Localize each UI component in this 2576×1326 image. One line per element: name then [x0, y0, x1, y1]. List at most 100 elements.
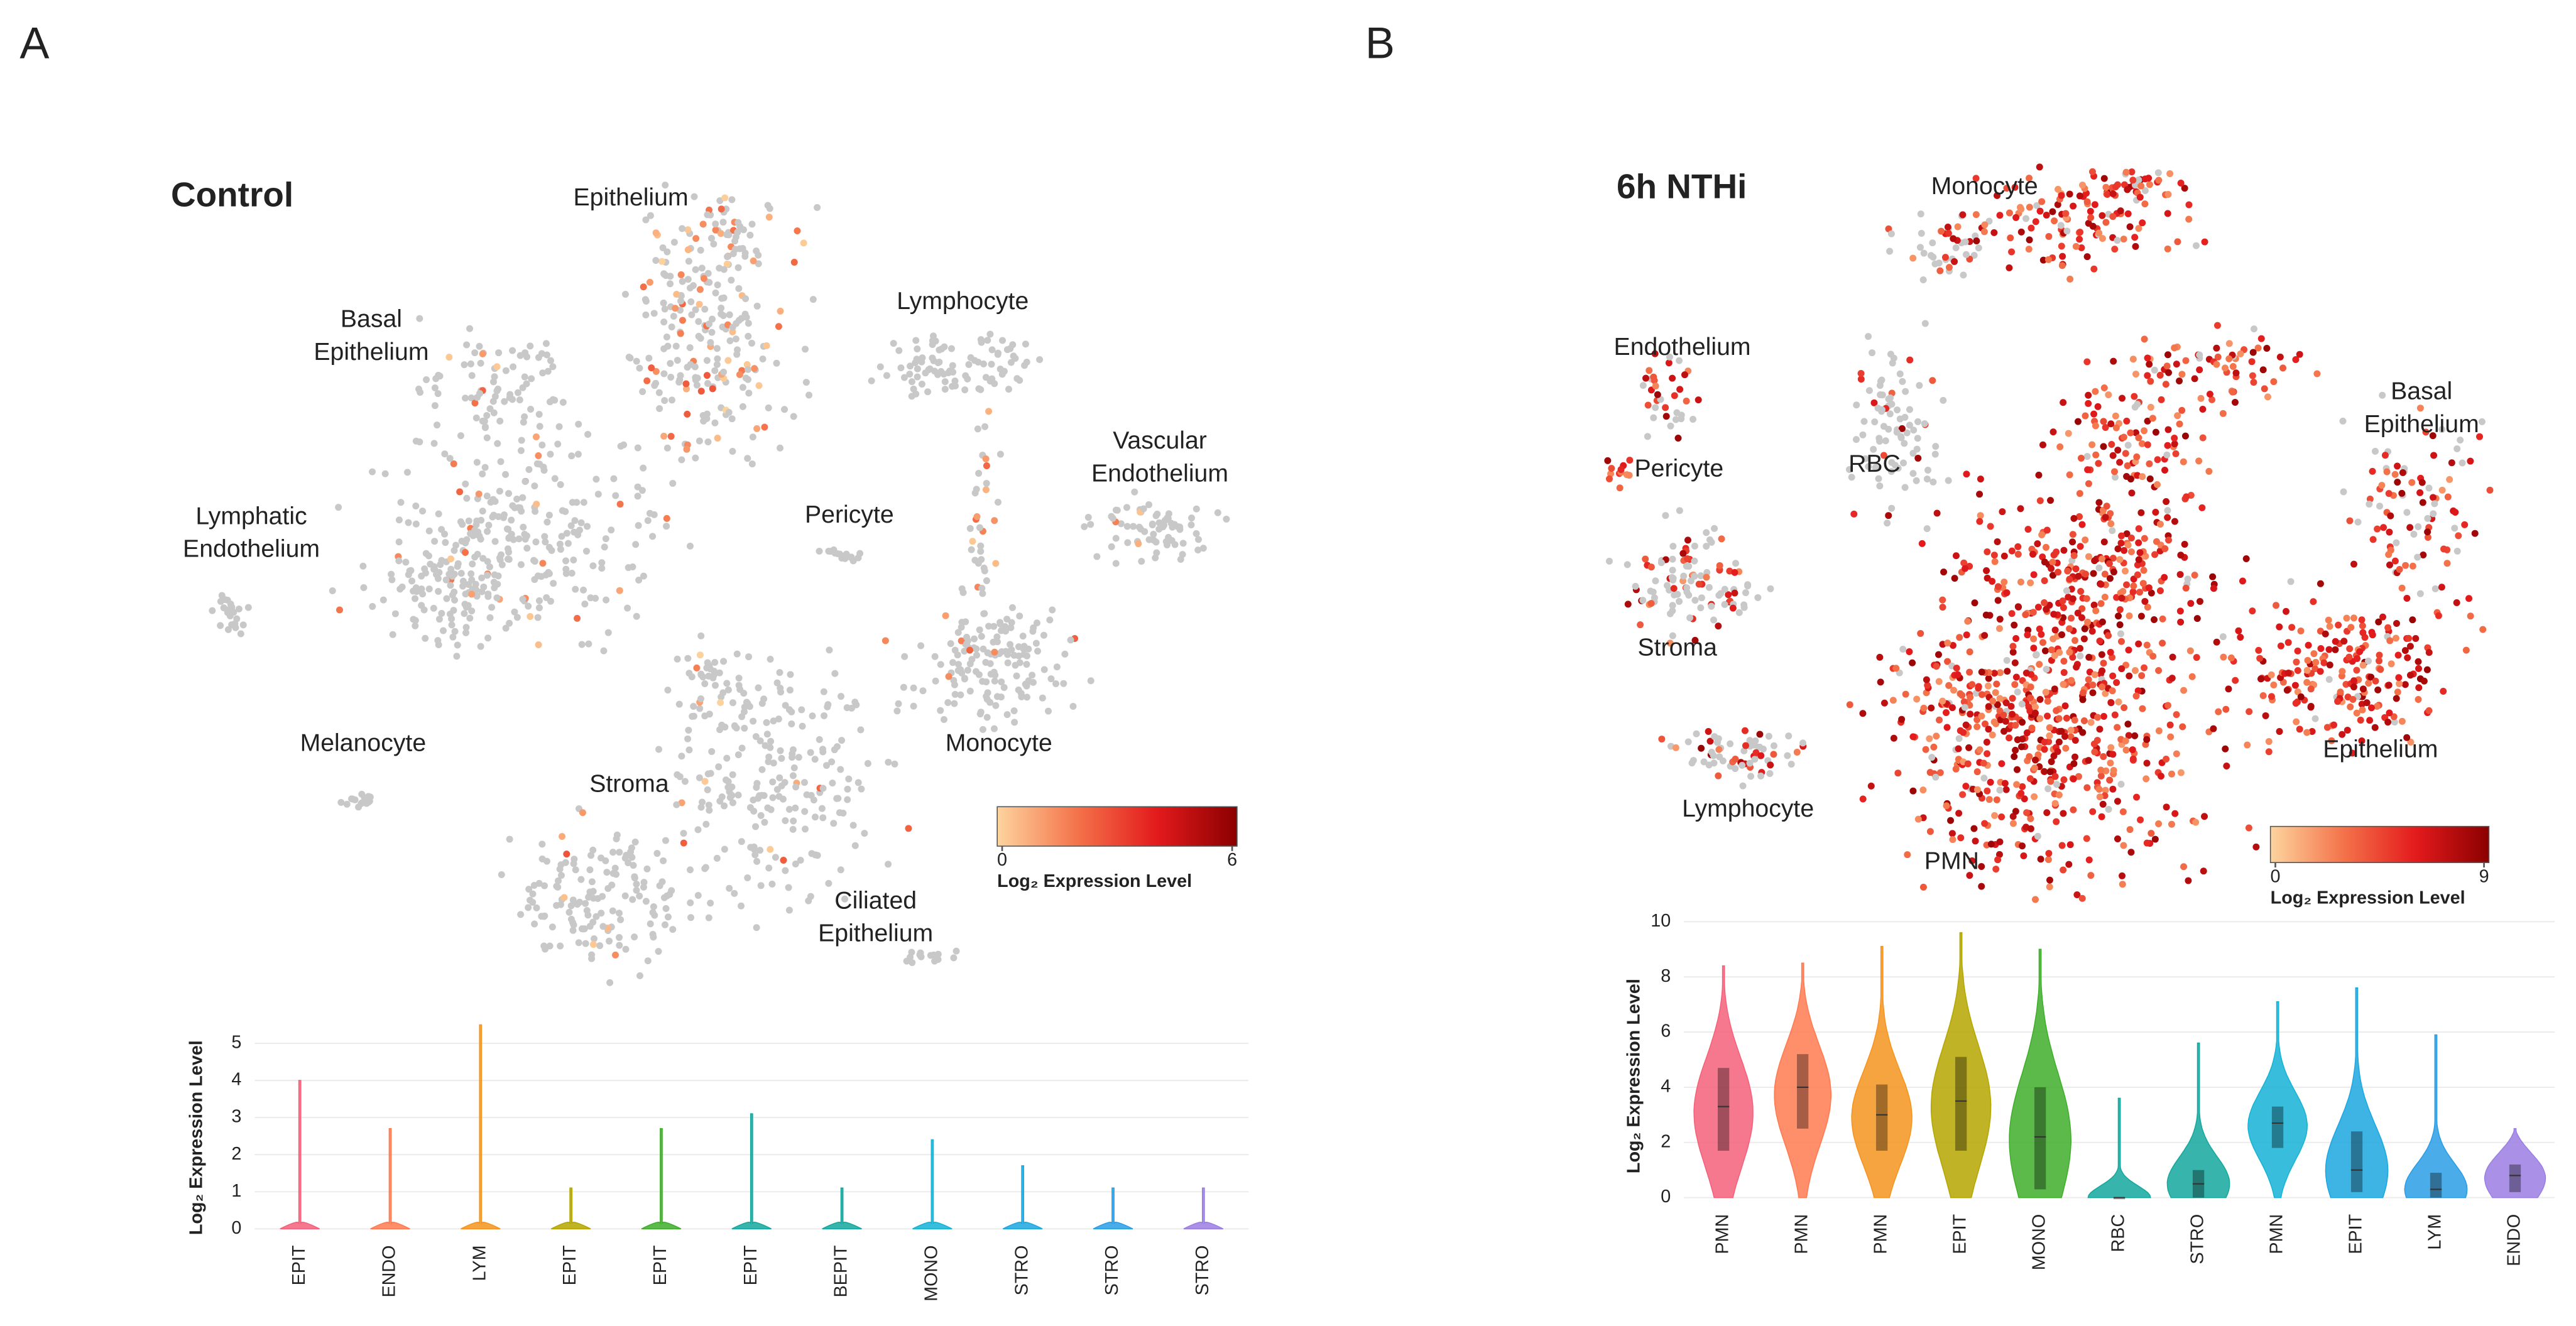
cell-point [1784, 752, 1791, 759]
cell-point [1996, 212, 2004, 219]
cell-point [684, 246, 692, 254]
cell-point [467, 570, 475, 578]
cell-point [1962, 238, 1969, 246]
cell-point [1909, 470, 1917, 477]
cell-point [2041, 599, 2048, 607]
cluster-label: Pericyte [1634, 455, 1723, 482]
cell-point [557, 546, 564, 553]
cell-point [707, 339, 714, 346]
cell-point [1131, 488, 1138, 496]
cell-point [2180, 863, 2188, 871]
cell-point [790, 413, 797, 420]
cell-point [2011, 681, 2019, 688]
cell-point [1654, 391, 1661, 398]
cell-point [650, 310, 658, 317]
cell-point [2303, 666, 2311, 674]
cell-point [2340, 638, 2348, 645]
cell-point [1647, 587, 1654, 595]
cell-point [640, 572, 647, 580]
cell-point [2043, 665, 2050, 673]
cell-point [2120, 704, 2128, 712]
cell-point [337, 799, 345, 806]
cell-point [2097, 772, 2105, 780]
cell-point [2409, 562, 2416, 570]
cell-point [1754, 594, 1762, 601]
cell-point [673, 801, 680, 808]
cell-point [2219, 633, 2227, 641]
cell-point [1715, 622, 1722, 630]
cell-point [2350, 614, 2357, 622]
cell-point [434, 390, 442, 398]
cell-point [2146, 181, 2153, 188]
cell-point [696, 300, 703, 308]
cell-point [704, 438, 712, 446]
cell-point [531, 920, 538, 928]
x-tick-label: PMN [2267, 1214, 2287, 1254]
cell-point [244, 604, 252, 611]
cell-point [2213, 638, 2220, 646]
cell-point [1859, 431, 1867, 438]
cell-point [983, 479, 990, 487]
cell-point [1999, 508, 2006, 516]
cell-point [1672, 744, 1679, 751]
cell-point [724, 253, 731, 261]
cell-point [2100, 384, 2108, 392]
cell-point [2365, 680, 2372, 687]
cell-point [2215, 708, 2222, 715]
cell-point [588, 951, 596, 959]
cell-point [421, 565, 428, 573]
cell-point [668, 323, 675, 331]
cell-point [1942, 709, 1950, 716]
cell-point [2136, 193, 2144, 201]
cell-point [2151, 835, 2159, 843]
cell-point [1885, 395, 1892, 403]
cell-point [964, 666, 971, 674]
cell-point [2062, 744, 2070, 752]
cell-point [673, 290, 680, 298]
cell-point [2171, 518, 2178, 525]
cell-point [1695, 580, 1703, 588]
cell-point [1632, 582, 1639, 590]
y-tick-label: 0 [231, 1218, 241, 1238]
cell-point [2053, 781, 2060, 788]
cell-point [735, 675, 743, 682]
cell-point [2284, 669, 2292, 677]
cell-point [2043, 526, 2051, 534]
cell-point [2044, 256, 2052, 263]
cell-point [469, 532, 477, 540]
cell-point [2263, 345, 2271, 352]
cell-point [981, 567, 988, 575]
cell-point [518, 437, 525, 444]
cell-point [462, 624, 470, 631]
cell-point [854, 779, 862, 786]
cell-point [644, 957, 652, 965]
cell-point [2017, 505, 2024, 513]
cell-point [2193, 654, 2200, 661]
cell-point [2077, 652, 2084, 660]
cell-point [947, 345, 955, 352]
cell-point [621, 892, 629, 899]
cell-point [831, 670, 839, 677]
cell-point [2270, 682, 2278, 689]
cell-point [1639, 597, 1647, 604]
cell-point [814, 852, 821, 859]
cell-point [777, 688, 785, 696]
cell-point [2181, 540, 2188, 548]
cell-point [2039, 256, 2047, 264]
x-tick-label: PMN [1871, 1214, 1891, 1254]
cell-point [1669, 374, 1676, 382]
cell-point [490, 579, 498, 586]
cell-point [642, 898, 650, 905]
cell-point [980, 360, 987, 367]
cell-point [2171, 440, 2178, 448]
colorbar-tick-label: 0 [997, 850, 1007, 870]
cell-point [2006, 734, 2013, 742]
cell-point [685, 726, 692, 734]
cell-point [466, 325, 474, 332]
cell-point [2011, 753, 2018, 761]
cell-point [542, 945, 549, 953]
cell-point [2119, 872, 2126, 879]
cell-point [2047, 778, 2055, 785]
cell-point [998, 648, 1005, 655]
cell-point [763, 342, 770, 349]
